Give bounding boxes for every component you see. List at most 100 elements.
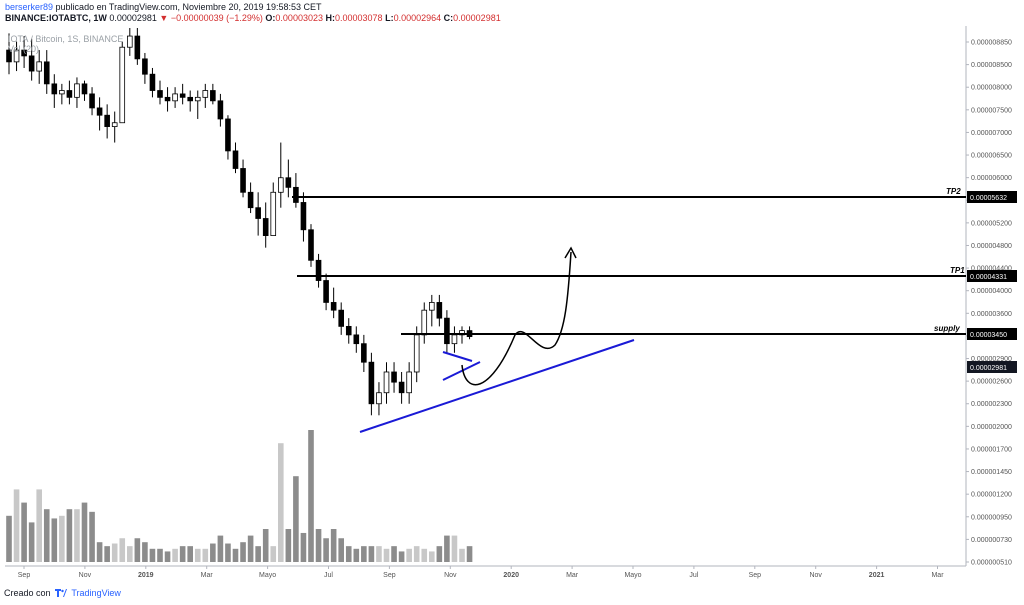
last-price: 0.00002981 <box>109 13 157 23</box>
candle <box>111 122 118 127</box>
y-tick-label: 0.000002000 <box>971 424 1012 431</box>
candle <box>134 35 141 60</box>
candle <box>293 186 299 203</box>
y-tick-label: 0.000001450 <box>971 469 1012 476</box>
y-tick-label: 0.000008000 <box>971 85 1012 92</box>
price-tag-bg <box>967 191 1017 203</box>
candle <box>255 207 261 219</box>
volume-bar <box>262 529 269 562</box>
candle <box>187 96 194 102</box>
price-tag-label: 0.00003450 <box>970 332 1007 339</box>
x-tick-label: Sep <box>749 572 762 579</box>
volume-bar <box>361 546 367 562</box>
volume-bar <box>338 538 344 562</box>
volume-bar <box>247 535 254 562</box>
candle <box>81 83 88 95</box>
candle <box>13 49 20 63</box>
candle <box>232 150 239 169</box>
candle <box>74 83 80 98</box>
candle <box>127 35 133 48</box>
candle <box>36 61 42 72</box>
close-value: 0.00002981 <box>453 13 501 23</box>
volume-bar <box>300 532 307 562</box>
level-label: supply <box>934 324 960 333</box>
tradingview-logo-icon <box>55 589 68 597</box>
volume-bar <box>43 509 50 562</box>
candle <box>194 96 201 102</box>
candle <box>262 218 269 236</box>
volume-bar <box>391 546 397 562</box>
ascending-trendline <box>359 339 635 433</box>
y-tick-label: 0.000006500 <box>971 153 1012 160</box>
volume-label: Vol (20) <box>8 44 40 54</box>
volume-bar <box>255 546 261 562</box>
volume-bar <box>59 515 65 562</box>
level-label: TP1 <box>950 266 965 275</box>
volume-bar <box>232 548 239 562</box>
open-value: 0.00003023 <box>275 13 323 23</box>
pennant-lower-line <box>442 361 481 381</box>
volume-bar <box>413 546 420 562</box>
candle <box>28 55 35 72</box>
volume-bar <box>172 548 178 562</box>
volume-bar <box>13 489 20 562</box>
y-tick-label: 0.000002900 <box>971 356 1012 363</box>
candle <box>43 61 50 85</box>
volume-bar <box>104 546 110 562</box>
volume-bar <box>202 548 209 562</box>
volume-bar <box>149 548 156 562</box>
candle <box>225 118 231 152</box>
publish-line: berserker89 publicado en TradingView.com… <box>5 2 944 13</box>
author-link[interactable]: berserker89 <box>5 2 54 12</box>
candle <box>421 309 428 336</box>
candle <box>451 334 458 345</box>
candle <box>376 392 382 405</box>
volume-bar <box>210 543 216 562</box>
price-tag-bg <box>967 328 1017 340</box>
volume-bar <box>459 548 465 562</box>
candle <box>179 93 186 98</box>
price-tag-bg <box>967 270 1017 282</box>
volume-bar <box>466 546 473 562</box>
footer: Creado con TradingView <box>4 588 121 598</box>
x-tick-label: Nov <box>79 572 92 579</box>
y-tick-label: 0.000007500 <box>971 107 1012 114</box>
low-label: L: <box>385 13 394 23</box>
volume-bar <box>353 548 360 562</box>
volume-bar <box>323 538 329 562</box>
volume-bar <box>278 443 284 562</box>
candle <box>217 100 224 120</box>
volume-bar <box>451 535 458 562</box>
volume-bar <box>96 542 103 562</box>
candle <box>406 371 412 394</box>
volume-bar <box>240 542 246 562</box>
series-legend: IOTA / Bitcoin, 1S, BINANCE Vol (20) <box>8 34 123 54</box>
volume-bar <box>345 546 352 562</box>
candle <box>240 168 246 193</box>
y-tick-label: 0.000004000 <box>971 288 1012 295</box>
volume-bar <box>225 543 231 562</box>
volume-bar <box>111 543 118 562</box>
volume-bar <box>285 529 292 562</box>
candle <box>270 191 277 236</box>
candle <box>59 90 65 95</box>
volume-bar <box>217 535 224 562</box>
volume-bar <box>270 546 277 562</box>
volume-bar <box>142 542 148 562</box>
volume-bar <box>330 529 337 562</box>
candle <box>315 259 322 281</box>
volume-bar <box>134 538 141 562</box>
y-tick-label: 0.000001200 <box>971 492 1012 499</box>
candle <box>104 114 110 127</box>
volume-bar <box>436 546 443 562</box>
candle <box>210 90 216 102</box>
x-tick-label: 2021 <box>869 572 885 579</box>
tradingview-link[interactable]: TradingView <box>71 588 121 598</box>
candle <box>119 46 126 124</box>
candle <box>142 58 148 75</box>
x-tick-label: Sep <box>18 572 31 579</box>
created-with-label: Creado con <box>4 588 51 598</box>
candle <box>51 83 58 95</box>
y-tick-label: 0.000004800 <box>971 243 1012 250</box>
